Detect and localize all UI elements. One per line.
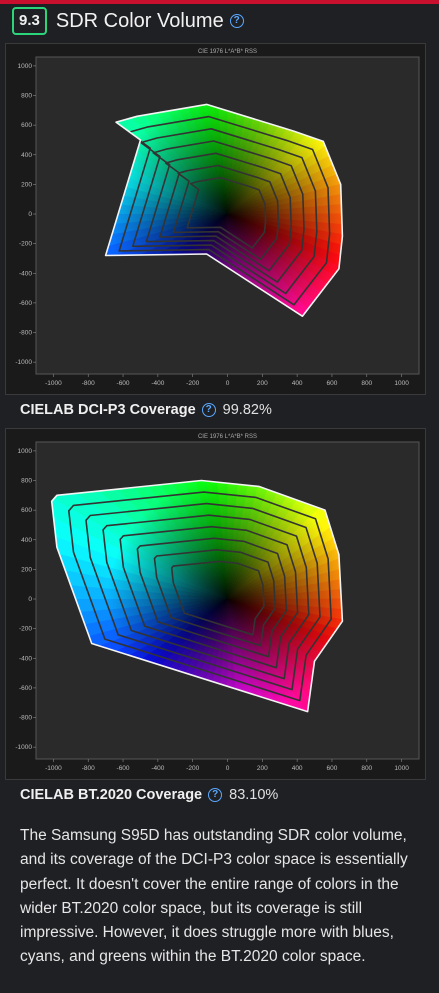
volume-ring — [172, 164, 280, 261]
volume-ring — [186, 176, 267, 249]
x-tick-label: 400 — [292, 765, 303, 772]
x-tick-label: 0 — [226, 380, 230, 387]
y-tick-label: 600 — [21, 122, 32, 129]
volume-ring — [153, 549, 277, 647]
y-tick-label: -800 — [19, 715, 32, 722]
section-number-badge: 9.3 — [12, 7, 47, 35]
section-header: 9.3 SDR Color Volume ? — [12, 7, 244, 35]
y-tick-label: -400 — [19, 270, 32, 277]
x-tick-label: -1000 — [45, 765, 62, 772]
volume-ring — [136, 537, 288, 658]
chart-title: CIE 1976 L*A*B* RSS — [198, 434, 257, 440]
y-tick-label: 800 — [21, 478, 32, 485]
top-accent-bar — [0, 0, 439, 4]
y-tick-label: -600 — [19, 300, 32, 307]
x-tick-label: 1000 — [394, 765, 409, 772]
y-tick-label: 1000 — [18, 63, 33, 70]
y-tick-label: -200 — [19, 241, 32, 248]
x-tick-label: -200 — [186, 765, 199, 772]
volume-ring — [119, 525, 299, 669]
y-tick-label: -400 — [19, 655, 32, 662]
x-tick-label: -400 — [151, 380, 164, 387]
y-tick-label: 1000 — [18, 448, 33, 455]
y-tick-label: -200 — [19, 626, 32, 633]
y-tick-label: -800 — [19, 330, 32, 337]
chart-title: CIE 1976 L*A*B* RSS — [198, 49, 257, 55]
x-tick-label: -600 — [117, 380, 130, 387]
x-tick-label: -800 — [82, 765, 95, 772]
x-tick-label: 800 — [361, 380, 372, 387]
question-circle-icon[interactable]: ? — [229, 14, 244, 28]
y-tick-label: 200 — [21, 181, 32, 188]
volume-ring — [132, 128, 318, 295]
question-circle-icon[interactable]: ? — [208, 788, 223, 802]
y-tick-label: 400 — [21, 537, 32, 544]
dci-p3-chart: CIE 1976 L*A*B* RSS -1000 -800 -600 -400 -200… — [5, 43, 426, 395]
x-tick-label: 200 — [257, 765, 268, 772]
y-tick-label: -600 — [19, 685, 32, 692]
section-title: SDR Color Volume — [55, 9, 224, 32]
x-tick-label: 200 — [257, 380, 268, 387]
x-tick-label: -800 — [82, 380, 95, 387]
x-tick-label: -1000 — [45, 380, 62, 387]
x-tick-label: 1000 — [394, 380, 409, 387]
x-tick-label: 600 — [327, 380, 338, 387]
volume-ring — [170, 560, 265, 636]
dci-p3-coverage-value: 99.82% — [222, 402, 272, 418]
y-tick-label: 600 — [21, 507, 32, 514]
bt2020-coverage-label: CIELAB BT.2020 Coverage — [20, 787, 203, 803]
dci-p3-coverage-label: CIELAB DCI-P3 Coverage — [20, 402, 196, 418]
volume-ring — [159, 152, 293, 272]
y-tick-label: 0 — [28, 596, 32, 603]
description-text: The Samsung S95D has outstanding SDR col… — [20, 827, 408, 966]
question-circle-icon[interactable]: ? — [201, 403, 216, 417]
y-tick-label: -1000 — [15, 744, 32, 751]
x-tick-label: 400 — [292, 380, 303, 387]
volume-ring — [85, 502, 321, 691]
bt2020-chart: CIE 1976 L*A*B* RSS -1000 -800 -600 -400 -200… — [5, 428, 426, 780]
volume-ring — [67, 491, 333, 702]
dci-p3-coverage: CIELAB DCI-P3 Coverage ? 99.82% — [20, 402, 272, 418]
x-tick-label: 0 — [226, 765, 230, 772]
y-tick-label: 0 — [28, 211, 32, 218]
volume-ring — [102, 514, 310, 680]
y-tick-label: -1000 — [15, 359, 32, 366]
volume-ring — [145, 140, 305, 283]
x-tick-label: 800 — [361, 765, 372, 772]
gamut-outline — [104, 103, 344, 318]
gamut-outline — [50, 479, 344, 713]
y-tick-label: 800 — [21, 93, 32, 100]
bt2020-coverage-value: 83.10% — [229, 787, 279, 803]
x-tick-label: -600 — [117, 765, 130, 772]
volume-ring — [118, 115, 331, 306]
x-tick-label: 600 — [327, 765, 338, 772]
bt2020-chart-svg: CIE 1976 L*A*B* RSS -1000 -800 -600 -400 -200… — [15, 434, 420, 772]
dci-p3-chart-svg: CIE 1976 L*A*B* RSS -1000 -800 -600 -400 -200… — [15, 49, 420, 387]
x-tick-label: -400 — [151, 765, 164, 772]
y-tick-label: 400 — [21, 152, 32, 159]
x-tick-label: -200 — [186, 380, 199, 387]
bt2020-coverage: CIELAB BT.2020 Coverage ? 83.10% — [20, 787, 278, 803]
y-tick-label: 200 — [21, 566, 32, 573]
